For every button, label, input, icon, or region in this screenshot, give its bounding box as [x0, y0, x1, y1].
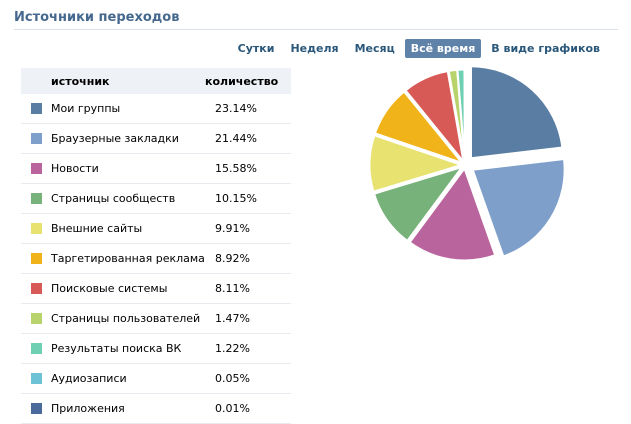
legend-swatch — [31, 103, 42, 114]
source-percent: 8.11% — [215, 282, 250, 295]
source-name: Страницы сообществ — [51, 192, 176, 205]
source-percent: 1.22% — [215, 342, 250, 355]
source-percent: 21.44% — [215, 132, 257, 145]
table-row: Браузерные закладки 21.44% — [21, 124, 291, 154]
legend-swatch — [31, 223, 42, 234]
source-name: Внешние сайты — [51, 222, 143, 235]
table-body: Мои группы 23.14% Браузерные закладки 21.44… — [21, 94, 291, 424]
pie-slice — [373, 90, 466, 166]
source-percent: 8.92% — [215, 252, 250, 265]
period-selector: Сутки Неделя Месяц Всё время В виде граф… — [228, 39, 606, 58]
legend-swatch — [31, 133, 42, 144]
source-name: Результаты поиска ВК — [51, 342, 182, 355]
source-percent: 9.91% — [215, 222, 250, 235]
legend-swatch — [31, 343, 42, 354]
period-all-time[interactable]: Всё время — [404, 39, 482, 58]
pie-slice — [408, 166, 497, 262]
legend-swatch — [31, 283, 42, 294]
source-percent: 10.15% — [215, 192, 257, 205]
source-percent: 23.14% — [215, 102, 257, 115]
legend-swatch — [31, 253, 42, 264]
pie-slice — [404, 70, 466, 166]
pie-chart — [330, 60, 590, 280]
table-row: Результаты поиска ВК 1.22% — [21, 334, 291, 364]
source-name: Приложения — [51, 402, 125, 415]
table-header: источник количество — [21, 68, 291, 94]
sources-table: источник количество Мои группы 23.14% Брау… — [21, 68, 291, 424]
table-row: Страницы сообществ 10.15% — [21, 184, 291, 214]
source-percent: 1.47% — [215, 312, 250, 325]
source-name: Страницы пользователей — [51, 312, 201, 325]
table-row: Мои группы 23.14% — [21, 94, 291, 124]
table-row: Внешние сайты 9.91% — [21, 214, 291, 244]
pie-chart-svg — [368, 65, 566, 262]
page-title: Источники переходов — [14, 10, 180, 25]
column-header-source: источник — [51, 74, 110, 88]
view-as-graphs-link[interactable]: В виде графиков — [491, 42, 600, 55]
source-name: Поисковые системы — [51, 282, 168, 295]
pie-slice — [469, 65, 564, 160]
pie-slice — [372, 165, 465, 243]
table-row: Аудиозаписи 0.05% — [21, 364, 291, 394]
table-row: Страницы пользователей 1.47% — [21, 304, 291, 334]
legend-swatch — [31, 313, 42, 324]
legend-swatch — [31, 163, 42, 174]
source-name: Мои группы — [51, 102, 121, 115]
pie-slice — [368, 134, 465, 193]
source-name: Новости — [51, 162, 99, 175]
column-header-count: количество — [205, 74, 279, 88]
source-name: Таргетированная реклама — [51, 252, 205, 265]
source-percent: 15.58% — [215, 162, 257, 175]
stats-header: Источники переходов — [14, 10, 618, 30]
source-percent: 0.05% — [215, 372, 250, 385]
table-row: Приложения 0.01% — [21, 394, 291, 424]
period-month[interactable]: Месяц — [354, 42, 395, 55]
table-row: Поисковые системы 8.11% — [21, 274, 291, 304]
table-row: Таргетированная реклама 8.92% — [21, 244, 291, 274]
legend-swatch — [31, 193, 42, 204]
table-row: Новости 15.58% — [21, 154, 291, 184]
period-day[interactable]: Сутки — [237, 42, 275, 55]
source-percent: 0.01% — [215, 402, 250, 415]
source-name: Браузерные закладки — [51, 132, 179, 145]
legend-swatch — [31, 403, 42, 414]
source-name: Аудиозаписи — [51, 372, 127, 385]
period-week[interactable]: Неделя — [290, 42, 339, 55]
pie-slice — [471, 157, 566, 258]
legend-swatch — [31, 373, 42, 384]
